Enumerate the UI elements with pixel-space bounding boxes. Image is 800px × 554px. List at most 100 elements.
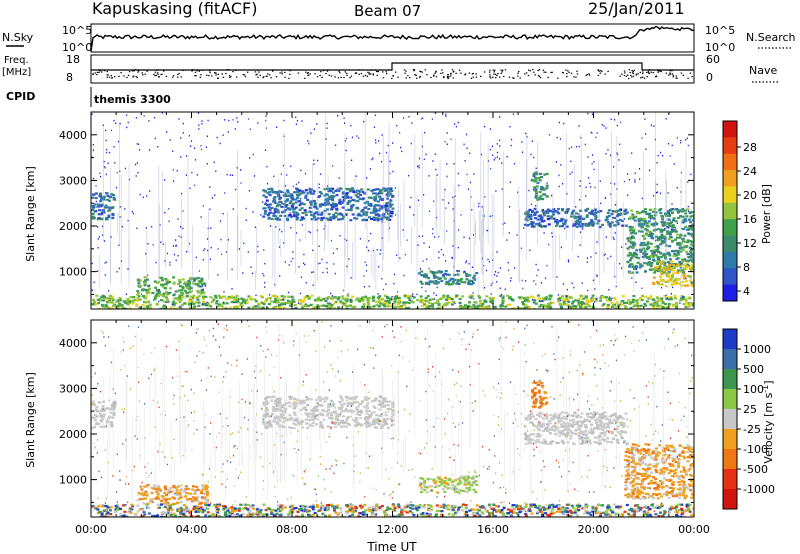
echo-cell	[489, 299, 493, 302]
echo-cell	[361, 296, 364, 299]
echo-cell	[106, 198, 110, 201]
echo-cell	[382, 423, 386, 426]
echo-cell	[657, 236, 660, 240]
echo-cell	[346, 196, 350, 199]
echo-cell	[419, 295, 423, 298]
echo-cell	[271, 307, 275, 309]
echo-cell	[407, 301, 411, 304]
echo-cell	[533, 393, 537, 396]
echo-cell	[685, 250, 689, 253]
nave-dot	[675, 75, 678, 77]
echo-cell	[334, 412, 338, 415]
echo-cell	[196, 296, 199, 299]
echo-cell	[659, 269, 663, 272]
scatter-cell	[672, 286, 674, 289]
echo-cell	[139, 284, 142, 287]
echo-cell	[113, 198, 117, 201]
echo-cell	[666, 226, 670, 229]
echo-cell	[363, 192, 367, 195]
scatter-cell	[92, 177, 95, 180]
echo-cell	[537, 176, 541, 180]
scatter-cell	[641, 137, 643, 139]
echo-cell	[501, 299, 505, 302]
nave-dot	[672, 74, 675, 76]
echo-cell	[97, 302, 100, 305]
echo-cell	[147, 285, 151, 288]
echo-cell	[279, 298, 283, 302]
echo-cell	[608, 225, 612, 228]
date-title: 25/Jan/2011	[588, 0, 685, 18]
nave-dot	[537, 69, 539, 72]
scatter-cell	[299, 292, 301, 295]
nave-dot	[289, 73, 291, 75]
echo-cell	[404, 307, 408, 309]
echo-cell	[271, 409, 275, 412]
scatter-cell	[172, 245, 174, 247]
echo-cell	[137, 282, 141, 285]
scatter-cell	[393, 282, 395, 285]
echo-cell	[345, 418, 349, 421]
echo-cell	[666, 211, 670, 215]
echo-cell	[369, 424, 373, 427]
echo-cell	[644, 232, 648, 235]
echo-cell	[462, 489, 466, 492]
echo-cell	[110, 423, 114, 426]
echo-cell	[298, 193, 302, 196]
echo-cell	[675, 304, 679, 307]
nave-dot	[413, 69, 416, 71]
echo-cell	[679, 242, 683, 245]
scatter-cell	[307, 140, 309, 142]
echo-cell	[659, 238, 663, 241]
nave-dot	[385, 71, 387, 73]
echo-cell	[283, 205, 287, 208]
echo-cell	[310, 192, 314, 195]
scatter-cell	[400, 146, 402, 149]
echo-cell	[621, 300, 625, 303]
echo-cell	[467, 476, 471, 479]
echo-cell	[668, 232, 672, 235]
scatter-cell	[195, 256, 197, 259]
echo-cell	[625, 211, 629, 214]
nave-dot	[646, 76, 648, 78]
echo-cell	[142, 295, 145, 298]
echo-cell	[385, 400, 389, 403]
echo-cell	[236, 306, 240, 309]
echo-cell	[292, 211, 296, 214]
scatter-cell	[308, 142, 310, 145]
echo-cell	[185, 292, 189, 295]
nave-dot	[228, 74, 231, 77]
scatter-cell	[510, 277, 512, 279]
scatter-cell	[596, 132, 598, 134]
echo-cell	[475, 483, 479, 486]
echo-cell	[524, 304, 528, 307]
echo-cell	[164, 290, 168, 293]
echo-cell	[458, 301, 462, 304]
scatter-cell	[460, 214, 462, 216]
echo-cell	[272, 406, 276, 409]
echo-cell	[645, 252, 649, 256]
echo-cell	[541, 297, 545, 300]
scatter-cell	[499, 145, 501, 147]
echo-cell	[548, 420, 551, 423]
echo-cell	[629, 257, 633, 260]
scatter-cell	[676, 222, 678, 224]
echo-cell	[199, 279, 203, 283]
echo-cell	[647, 261, 651, 264]
echo-cell	[270, 189, 274, 192]
echo-cell	[355, 413, 359, 416]
echo-cell	[673, 266, 676, 269]
scatter-cell	[559, 138, 562, 140]
scatter-cell	[257, 245, 259, 248]
echo-cell	[535, 192, 539, 195]
scatter-cell	[321, 258, 323, 261]
scatter-cell	[484, 196, 486, 198]
echo-cell	[591, 221, 595, 224]
nave-dot	[133, 75, 135, 77]
echo-cell	[383, 216, 386, 219]
scatter-cell	[368, 249, 370, 252]
echo-cell	[136, 290, 140, 293]
echo-cell	[374, 398, 378, 401]
echo-cell	[691, 232, 694, 235]
scatter-cell	[227, 131, 229, 133]
echo-cell	[681, 274, 685, 277]
